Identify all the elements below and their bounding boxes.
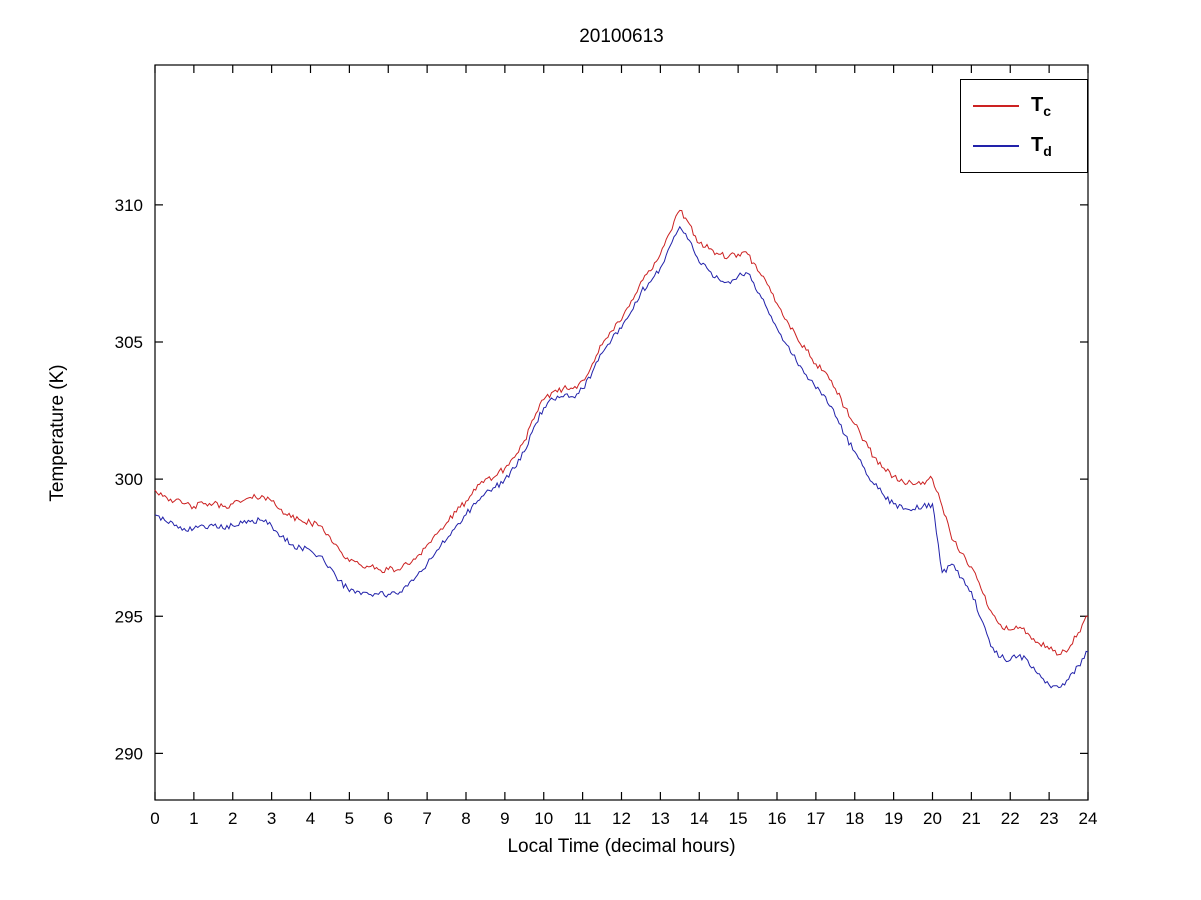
x-tick-label: 4 (306, 809, 315, 828)
x-tick-label: 20 (923, 809, 942, 828)
x-tick-label: 10 (534, 809, 553, 828)
y-tick-label: 300 (115, 470, 143, 489)
legend[interactable]: Tc Td (960, 79, 1088, 173)
x-axis-label: Local Time (decimal hours) (507, 836, 736, 857)
y-tick-label: 290 (115, 744, 143, 763)
x-tick-label: 3 (267, 809, 276, 828)
x-tick-label: 18 (845, 809, 864, 828)
legend-line-sample-td (973, 145, 1019, 147)
x-tick-label: 8 (461, 809, 470, 828)
x-tick-label: 15 (729, 809, 748, 828)
series-line-T_d (154, 225, 1089, 689)
x-tick-label: 19 (884, 809, 903, 828)
series-line-T_c (154, 209, 1088, 656)
x-tick-label: 1 (189, 809, 198, 828)
x-tick-label: 17 (806, 809, 825, 828)
x-tick-label: 23 (1040, 809, 1059, 828)
x-tick-label: 11 (574, 809, 592, 828)
x-tick-label: 0 (150, 809, 159, 828)
legend-line-sample-tc (973, 105, 1019, 107)
x-tick-label: 14 (690, 809, 709, 828)
y-axis-label: Temperature (K) (47, 364, 68, 502)
axes-box (154, 64, 1089, 801)
x-tick-label: 13 (651, 809, 670, 828)
y-tick-label: 310 (115, 196, 143, 215)
x-tick-label: 9 (500, 809, 509, 828)
x-tick-label: 24 (1079, 809, 1098, 828)
legend-label-td: Td (1031, 133, 1052, 159)
x-tick-label: 6 (384, 809, 393, 828)
y-tick-label: 305 (115, 333, 143, 352)
x-tick-label: 16 (768, 809, 787, 828)
chart-title: 20100613 (579, 26, 664, 47)
x-tick-label: 21 (962, 809, 981, 828)
legend-entry-tc: Tc (961, 86, 1087, 126)
x-tick-label: 22 (1001, 809, 1020, 828)
y-tick-label: 295 (115, 607, 143, 626)
x-tick-label: 7 (422, 809, 431, 828)
legend-entry-td: Td (961, 126, 1087, 166)
x-tick-label: 2 (228, 809, 237, 828)
x-tick-label: 5 (345, 809, 354, 828)
x-tick-label: 12 (612, 809, 631, 828)
legend-label-tc: Tc (1031, 93, 1052, 119)
